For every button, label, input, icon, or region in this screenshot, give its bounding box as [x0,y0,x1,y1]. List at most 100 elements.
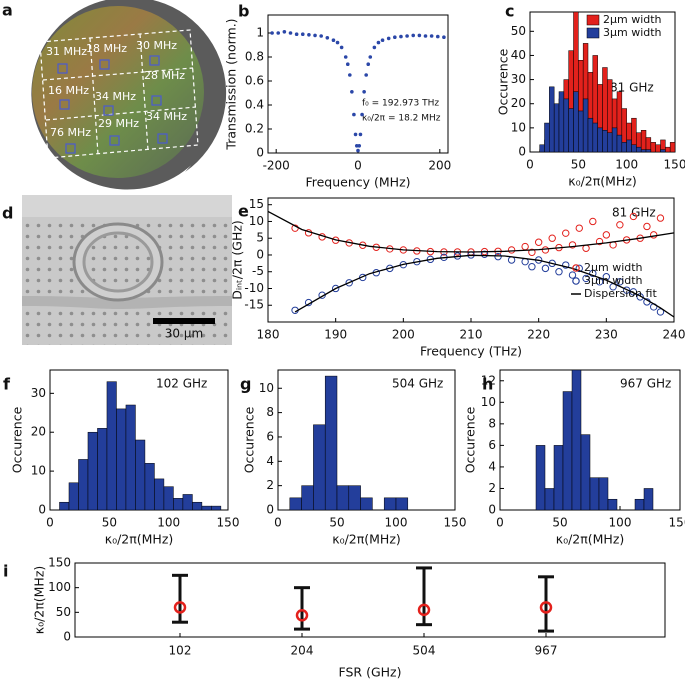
histogram-bar [553,103,560,153]
legend-label: 2µm width [584,261,643,274]
x-tick-label: 0 [526,158,534,172]
x-axis-label: κ₀/2π(MHz) [568,174,637,189]
y-axis-label: Occurence [10,406,25,473]
y-tick-label: 0 [256,146,264,160]
x-axis-label: Frequency (MHz) [305,175,410,190]
data-point [345,62,350,66]
histogram-bar [106,381,117,511]
data-point [494,252,502,261]
region-label: 29 MHz [98,117,139,130]
legend-swatch [586,27,600,39]
data-point [589,217,597,226]
annotation: 81 GHz [612,206,656,220]
data-point [562,229,570,237]
data-point [307,33,311,37]
histogram-bar [336,485,350,511]
histogram-bar [173,498,184,511]
data-point [399,34,403,39]
data-point [352,112,356,117]
histogram-bar [201,505,212,511]
histogram-bar [182,494,193,511]
y-tick-label: 0 [38,503,46,517]
histogram-bar [360,497,373,511]
data-point [429,34,434,38]
data-point [541,264,550,273]
y-tick-label: 4 [488,459,496,473]
data-point [568,271,577,279]
histogram-bar [539,144,545,153]
region-label: 30 MHz [136,39,177,52]
x-axis-label: κ₀/2π(MHz) [332,532,401,547]
x-tick-label: 240 [663,328,685,342]
data-point [411,33,416,38]
data-point [575,264,583,273]
y-tick-label: 40 [511,48,526,62]
data-point [350,90,354,94]
mean-marker [295,609,309,622]
dice-grid [39,29,199,159]
y-tick-label: 10 [511,120,526,134]
data-point [582,274,590,283]
x-tick-label: 50 [102,516,117,530]
data-point [555,268,563,276]
y-tick-label: 10 [481,395,496,409]
panel-letter: c [505,2,514,21]
x-tick-label: 210 [460,328,483,342]
y-tick-label: 8 [266,405,274,419]
y-tick-label: -15 [244,298,264,312]
data-point [362,90,366,94]
panel-letter: i [3,562,8,581]
panel-letter: g [240,375,251,394]
data-point [589,269,597,278]
panel-letter: f [3,375,11,394]
y-tick-label: 0 [518,145,526,159]
data-point [353,132,358,137]
histogram-bar [144,463,155,511]
histogram-bar [535,445,546,511]
histogram-bar [78,459,89,511]
x-tick-label: 504 [413,644,436,658]
wafer-photo: 31 MHz 18 MHz 30 MHz 16 MHz 34 MHz 28 MH… [2,0,227,190]
data-point [405,34,409,38]
x-tick-label: 220 [527,328,550,342]
histogram-bar [324,375,338,511]
region-label: 31 MHz [46,45,87,58]
region-label: 16 MHz [48,84,89,97]
data-point [364,73,368,77]
histogram-bar [154,478,165,511]
histogram-bar [97,428,108,511]
histogram-bar [125,404,136,511]
data-point [343,55,348,59]
y-tick-label: 0.6 [245,74,264,88]
data-point [319,34,323,38]
data-point [372,45,377,50]
y-axis-label: Occurence [496,48,511,115]
legend-label: 3µm width [603,26,662,39]
y-tick-label: -5 [252,264,264,278]
y-tick-label: 0 [488,503,496,517]
histogram-bar [655,144,661,153]
x-tick-label: 204 [291,644,314,658]
histogram-bar [616,134,623,153]
annotation: 967 GHz [620,377,671,391]
data-point [595,237,604,246]
histogram-bar [634,498,645,511]
data-point [331,38,336,42]
panel-letter: a [2,1,13,20]
data-point [541,246,550,254]
histogram-bar [598,477,609,511]
data-point [357,144,362,148]
histogram-bar [580,434,591,511]
x-tick-label: -200 [263,159,290,173]
y-tick-label: 10 [249,214,264,228]
data-point [423,34,428,38]
histogram-bar [163,486,174,511]
data-point [521,242,529,251]
y-tick-label: 2 [488,481,496,495]
mean-marker [539,601,553,614]
data-point [276,31,281,35]
y-tick-label: 50 [56,605,71,619]
x-tick-label: 150 [444,516,467,530]
data-point [575,224,583,232]
